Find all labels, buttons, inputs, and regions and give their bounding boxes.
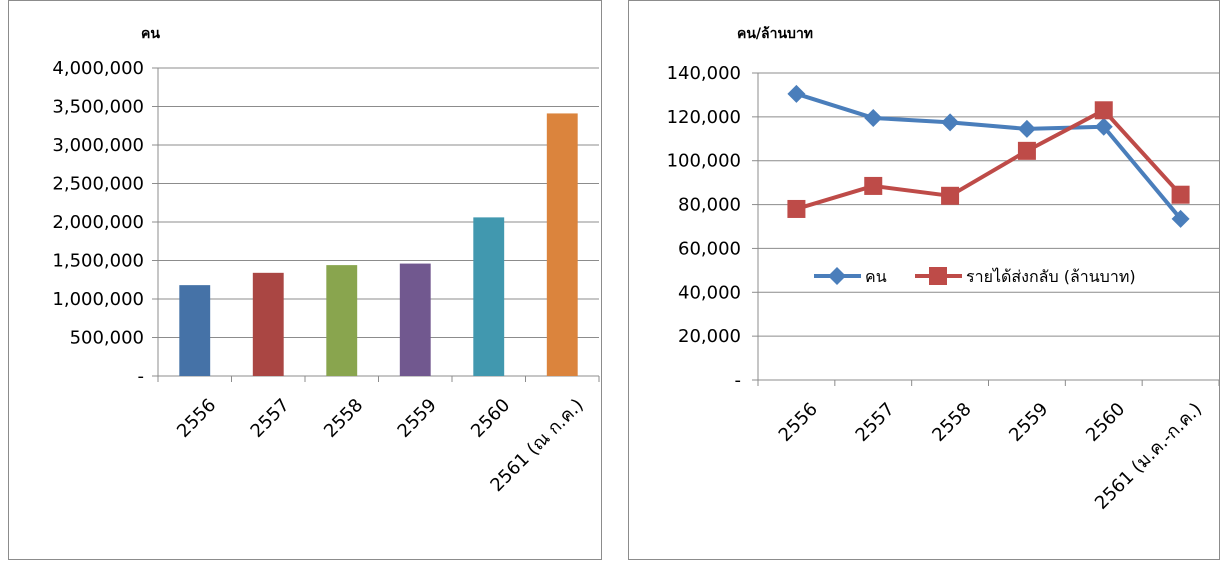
bar-x-tick-label: 2559: [394, 395, 441, 442]
line-point-remittance: [941, 186, 960, 205]
bar-2558: [326, 265, 358, 376]
legend-marker-people: [828, 267, 846, 285]
line-chart-svg: - 20,000 40,000 60,000 80,000 100,000 120,000 1…: [667, 63, 1220, 514]
line-point-people: [1094, 117, 1113, 136]
bar-2560: [473, 217, 505, 376]
bar-y-tick-label: 2,500,000: [52, 174, 144, 195]
line-y-tick-label: 120,000: [667, 107, 741, 128]
line-point-remittance: [1094, 101, 1113, 120]
line-y-tick-label: 80,000: [678, 195, 741, 216]
line-y-tick-label: 100,000: [667, 151, 741, 172]
line-point-remittance: [1017, 141, 1036, 160]
line-y-tick-label: -: [735, 370, 742, 391]
line-series-people: [795, 91, 1183, 221]
line-y-tick-label: 20,000: [678, 326, 741, 347]
bar-2557: [252, 272, 284, 376]
bar-chart-svg: - 500,000 1,000,000 1,500,000 2,000,000 2,500…: [52, 58, 600, 496]
legend-marker-remittance: [929, 267, 947, 285]
line-point-people: [1171, 209, 1190, 228]
bar-y-tick-label: 1,000,000: [52, 289, 144, 310]
line-y-tick-label: 60,000: [678, 238, 741, 259]
bar-y-tick-label: 2,000,000: [52, 212, 144, 233]
bar-chart-panel: คน - 500,000 1,000,000 1,500,000 2,000,000 2,…: [8, 0, 602, 560]
legend-label-remittance: รายได้ส่งกลับ (ล้านบาท): [966, 267, 1136, 286]
bar-y-tick-label: -: [138, 366, 145, 387]
line-y-tick-label: 140,000: [667, 63, 741, 84]
line-point-remittance: [1171, 185, 1190, 204]
bar-chart-y-unit-label: คน: [141, 26, 160, 42]
line-x-tick-label: 2560: [1082, 399, 1129, 446]
bar-y-tick-label: 4,000,000: [52, 58, 144, 79]
line-series-remittance: [795, 108, 1183, 211]
line-point-remittance: [864, 176, 883, 195]
bar-x-tick-label: 2557: [247, 395, 294, 442]
bar-2556: [179, 285, 211, 376]
line-chart-y-unit-label: คน/ล้านบาท: [737, 26, 814, 42]
line-point-people: [787, 84, 806, 103]
legend-label-people: คน: [865, 267, 887, 286]
bar-x-tick-label: 2558: [320, 395, 367, 442]
bar-y-tick-label: 3,500,000: [52, 97, 144, 118]
bar-y-tick-label: 500,000: [70, 328, 144, 349]
line-x-tick-label: 2556: [775, 399, 822, 446]
line-point-remittance: [787, 199, 806, 218]
line-x-tick-label: 2559: [1005, 399, 1052, 446]
bar-y-tick-label: 1,500,000: [52, 251, 144, 272]
line-point-people: [1017, 119, 1036, 138]
bar-x-tick-label: 2556: [173, 395, 220, 442]
bar-y-tick-label: 3,000,000: [52, 135, 144, 156]
line-x-tick-label: 2558: [928, 399, 975, 446]
bar-x-tick-label: 2560: [467, 395, 514, 442]
bar-2559: [399, 263, 431, 376]
line-point-people: [941, 113, 960, 132]
bar-2561: [546, 113, 578, 377]
line-x-tick-label: 2557: [852, 399, 899, 446]
line-point-people: [864, 108, 883, 127]
line-y-tick-label: 40,000: [678, 282, 741, 303]
line-chart-panel: คน/ล้านบาท - 20,000 40,000 60,000 80,000 100,…: [628, 0, 1220, 560]
